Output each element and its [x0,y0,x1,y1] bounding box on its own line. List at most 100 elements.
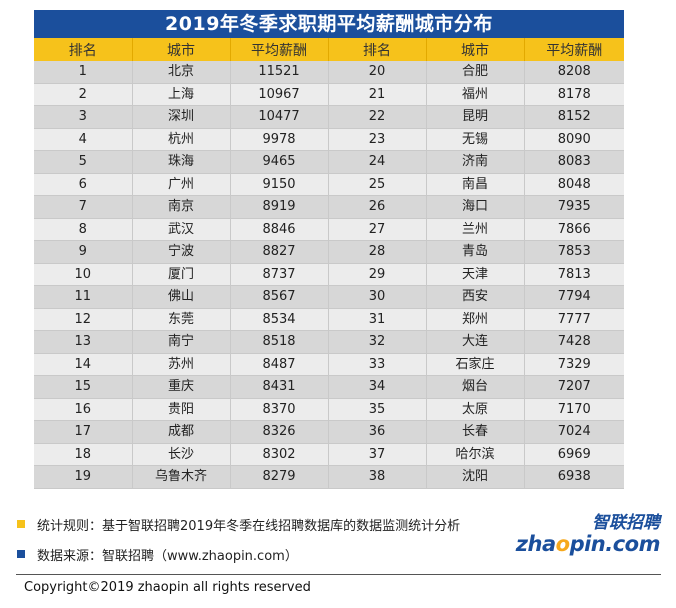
rank-cell: 37 [328,443,427,466]
rank-cell: 30 [328,285,427,309]
logo-en-text: zhaopin.com [515,532,661,556]
note-rule: 统计规则：基于智联招聘2019年冬季在线招聘数据库的数据监测统计分析 [17,514,460,534]
rank-cell: 20 [328,61,427,84]
salary-cell: 8178 [524,83,624,106]
table-row: 15 重庆 8431 34 烟台 7207 [34,375,624,399]
salary-cell: 8090 [524,128,624,151]
salary-cell: 6969 [524,443,624,466]
city-cell: 天津 [426,263,525,286]
table-row: 11 佛山 8567 30 西安 7794 [34,285,624,309]
salary-cell: 8302 [230,443,329,466]
rank-cell: 25 [328,173,427,196]
table-row: 19 乌鲁木齐 8279 38 沈阳 6938 [34,465,624,489]
table-row: 3 深圳 10477 22 昆明 8152 [34,105,624,129]
city-cell: 昆明 [426,105,525,129]
city-cell: 杭州 [132,128,231,151]
city-cell: 南昌 [426,173,525,196]
city-cell: 无锡 [426,128,525,151]
rank-cell: 17 [34,420,133,444]
rank-cell: 33 [328,353,427,376]
rank-cell: 14 [34,353,133,376]
note-source: 数据来源：智联招聘（www.zhaopin.com） [17,544,460,564]
rank-cell: 4 [34,128,133,151]
rank-cell: 11 [34,285,133,309]
rank-cell: 31 [328,308,427,331]
footer-divider [16,574,661,575]
city-cell: 太原 [426,398,525,421]
rank-cell: 7 [34,195,133,219]
rank-cell: 22 [328,105,427,129]
header-city-1: 城市 [132,38,231,61]
table-row: 8 武汉 8846 27 兰州 7866 [34,218,624,241]
rank-cell: 1 [34,61,133,84]
table-row: 18 长沙 8302 37 哈尔滨 6969 [34,443,624,466]
table-row: 17 成都 8326 36 长春 7024 [34,420,624,444]
table-row: 9 宁波 8827 28 青岛 7853 [34,240,624,264]
city-cell: 西安 [426,285,525,309]
rank-cell: 38 [328,465,427,489]
rank-cell: 24 [328,150,427,174]
header-salary-2: 平均薪酬 [524,38,624,61]
salary-cell: 7207 [524,375,624,399]
city-cell: 青岛 [426,240,525,264]
salary-table-container: 2019年冬季求职期平均薪酬城市分布 排名 城市 平均薪酬 排名 城市 平均薪酬… [34,10,624,489]
table-row: 14 苏州 8487 33 石家庄 7329 [34,353,624,376]
salary-cell: 8737 [230,263,329,286]
salary-cell: 7866 [524,218,624,241]
table-header-row: 排名 城市 平均薪酬 排名 城市 平均薪酬 [34,38,624,61]
header-rank-2: 排名 [328,38,427,61]
salary-cell: 8846 [230,218,329,241]
salary-cell: 7935 [524,195,624,219]
city-cell: 大连 [426,330,525,354]
rank-cell: 16 [34,398,133,421]
salary-cell: 8919 [230,195,329,219]
rank-cell: 10 [34,263,133,286]
city-cell: 沈阳 [426,465,525,489]
salary-cell: 7777 [524,308,624,331]
header-rank-1: 排名 [34,38,133,61]
salary-cell: 8048 [524,173,624,196]
zhaopin-logo: 智联招聘 zhaopin.com [516,506,661,562]
rank-cell: 9 [34,240,133,264]
salary-cell: 8567 [230,285,329,309]
city-cell: 郑州 [426,308,525,331]
city-cell: 兰州 [426,218,525,241]
table-row: 4 杭州 9978 23 无锡 8090 [34,128,624,151]
rank-cell: 29 [328,263,427,286]
rank-cell: 36 [328,420,427,444]
rank-cell: 26 [328,195,427,219]
table-row: 16 贵阳 8370 35 太原 7170 [34,398,624,421]
table-row: 13 南宁 8518 32 大连 7428 [34,330,624,354]
city-cell: 海口 [426,195,525,219]
note-source-text: 数据来源：智联招聘（www.zhaopin.com） [37,548,298,564]
city-cell: 深圳 [132,105,231,129]
salary-cell: 7794 [524,285,624,309]
rank-cell: 27 [328,218,427,241]
salary-cell: 10477 [230,105,329,129]
rank-cell: 3 [34,105,133,129]
rank-cell: 21 [328,83,427,106]
rank-cell: 19 [34,465,133,489]
city-cell: 长沙 [132,443,231,466]
logo-en-pre: zha [515,532,556,556]
city-cell: 北京 [132,61,231,84]
salary-cell: 7329 [524,353,624,376]
rank-cell: 6 [34,173,133,196]
logo-cn-text: 智联招聘 [592,513,660,533]
salary-cell: 10967 [230,83,329,106]
city-cell: 成都 [132,420,231,444]
salary-cell: 7428 [524,330,624,354]
city-cell: 南宁 [132,330,231,354]
rank-cell: 18 [34,443,133,466]
rank-cell: 13 [34,330,133,354]
header-salary-1: 平均薪酬 [230,38,329,61]
rank-cell: 12 [34,308,133,331]
table-row: 5 珠海 9465 24 济南 8083 [34,150,624,174]
city-cell: 东莞 [132,308,231,331]
rank-cell: 15 [34,375,133,399]
rank-cell: 8 [34,218,133,241]
city-cell: 珠海 [132,150,231,174]
rank-cell: 35 [328,398,427,421]
salary-cell: 8827 [230,240,329,264]
table-row: 1 北京 11521 20 合肥 8208 [34,61,624,84]
